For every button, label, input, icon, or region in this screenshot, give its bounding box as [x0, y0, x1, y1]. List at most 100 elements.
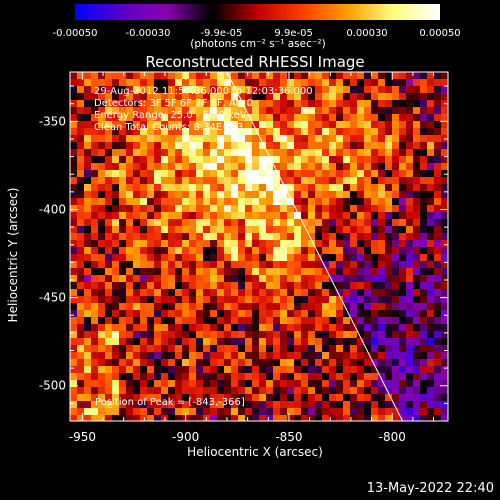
heatmap-cell [154, 275, 161, 282]
heatmap-cell [70, 142, 77, 149]
heatmap-cell [343, 268, 350, 275]
heatmap-cell [420, 156, 427, 163]
heatmap-cell [266, 114, 273, 121]
heatmap-cell [399, 317, 406, 324]
heatmap-cell [413, 282, 420, 289]
heatmap-cell [301, 415, 308, 421]
heatmap-cell [238, 142, 245, 149]
heatmap-cell [343, 261, 350, 268]
heatmap-cell [161, 128, 168, 135]
heatmap-cell [322, 338, 329, 345]
heatmap-cell [245, 387, 252, 394]
heatmap-cell [350, 359, 357, 366]
heatmap-cell [343, 135, 350, 142]
heatmap-cell [259, 415, 266, 421]
heatmap-cell [364, 387, 371, 394]
heatmap-cell [245, 331, 252, 338]
heatmap-cell [420, 86, 427, 93]
heatmap-cell [420, 387, 427, 394]
heatmap-cell [350, 352, 357, 359]
heatmap-cell [84, 380, 91, 387]
heatmap-cell [98, 345, 105, 352]
heatmap-cell [105, 282, 112, 289]
heatmap-cell [280, 359, 287, 366]
heatmap-cell [196, 177, 203, 184]
heatmap-cell [350, 163, 357, 170]
heatmap-cell [315, 191, 322, 198]
heatmap-cell [259, 296, 266, 303]
heatmap-cell [350, 184, 357, 191]
heatmap-cell [77, 205, 84, 212]
heatmap-cell [273, 212, 280, 219]
heatmap-cell [161, 121, 168, 128]
heatmap-cell [294, 191, 301, 198]
heatmap-cell [252, 156, 259, 163]
heatmap-cell [189, 317, 196, 324]
heatmap-cell [287, 296, 294, 303]
heatmap-cell [350, 212, 357, 219]
heatmap-cell [406, 275, 413, 282]
heatmap-cell [406, 296, 413, 303]
heatmap-cell [182, 275, 189, 282]
heatmap-cell [91, 212, 98, 219]
heatmap-cell [280, 107, 287, 114]
heatmap-cell [294, 352, 301, 359]
heatmap-cell [427, 135, 434, 142]
heatmap-cell [329, 387, 336, 394]
heatmap-cell [252, 198, 259, 205]
heatmap-cell [413, 331, 420, 338]
heatmap-cell [133, 387, 140, 394]
heatmap-cell [287, 352, 294, 359]
heatmap-cell [98, 394, 105, 401]
heatmap-cell [133, 289, 140, 296]
heatmap-cell [434, 184, 441, 191]
heatmap-cell [105, 114, 112, 121]
heatmap-cell [168, 317, 175, 324]
heatmap-cell [196, 317, 203, 324]
heatmap-cell [154, 142, 161, 149]
heatmap-cell [112, 233, 119, 240]
heatmap-cell [161, 72, 168, 79]
heatmap-cell [336, 135, 343, 142]
heatmap-cell [238, 114, 245, 121]
heatmap-cell [189, 93, 196, 100]
heatmap-cell [280, 247, 287, 254]
heatmap-cell [329, 352, 336, 359]
heatmap-cell [126, 205, 133, 212]
heatmap-cell [420, 93, 427, 100]
heatmap-cell [315, 86, 322, 93]
heatmap-cell [392, 338, 399, 345]
heatmap-cell [112, 170, 119, 177]
heatmap-cell [399, 254, 406, 261]
heatmap-cell [91, 142, 98, 149]
heatmap-cell [329, 170, 336, 177]
heatmap-cell [252, 401, 259, 408]
heatmap-cell [322, 198, 329, 205]
heatmap-cell [259, 114, 266, 121]
heatmap-cell [441, 324, 448, 331]
heatmap-cell [252, 100, 259, 107]
heatmap-cell [91, 247, 98, 254]
heatmap-cell [196, 303, 203, 310]
heatmap-cell [441, 387, 448, 394]
heatmap-cell [343, 226, 350, 233]
heatmap-cell [308, 366, 315, 373]
heatmap-cell [112, 261, 119, 268]
heatmap-cell [119, 296, 126, 303]
heatmap-cell [357, 107, 364, 114]
heatmap-cell [406, 401, 413, 408]
heatmap-cell [357, 338, 364, 345]
heatmap-cell [238, 282, 245, 289]
heatmap-cell [217, 373, 224, 380]
heatmap-cell [392, 289, 399, 296]
heatmap-cell [154, 219, 161, 226]
heatmap-cell [280, 387, 287, 394]
heatmap-cell [350, 114, 357, 121]
heatmap-cell [252, 387, 259, 394]
heatmap-cell [399, 205, 406, 212]
heatmap-cell [147, 205, 154, 212]
heatmap-cell [280, 296, 287, 303]
heatmap-cell [161, 282, 168, 289]
heatmap-cell [126, 345, 133, 352]
heatmap-cell [126, 128, 133, 135]
